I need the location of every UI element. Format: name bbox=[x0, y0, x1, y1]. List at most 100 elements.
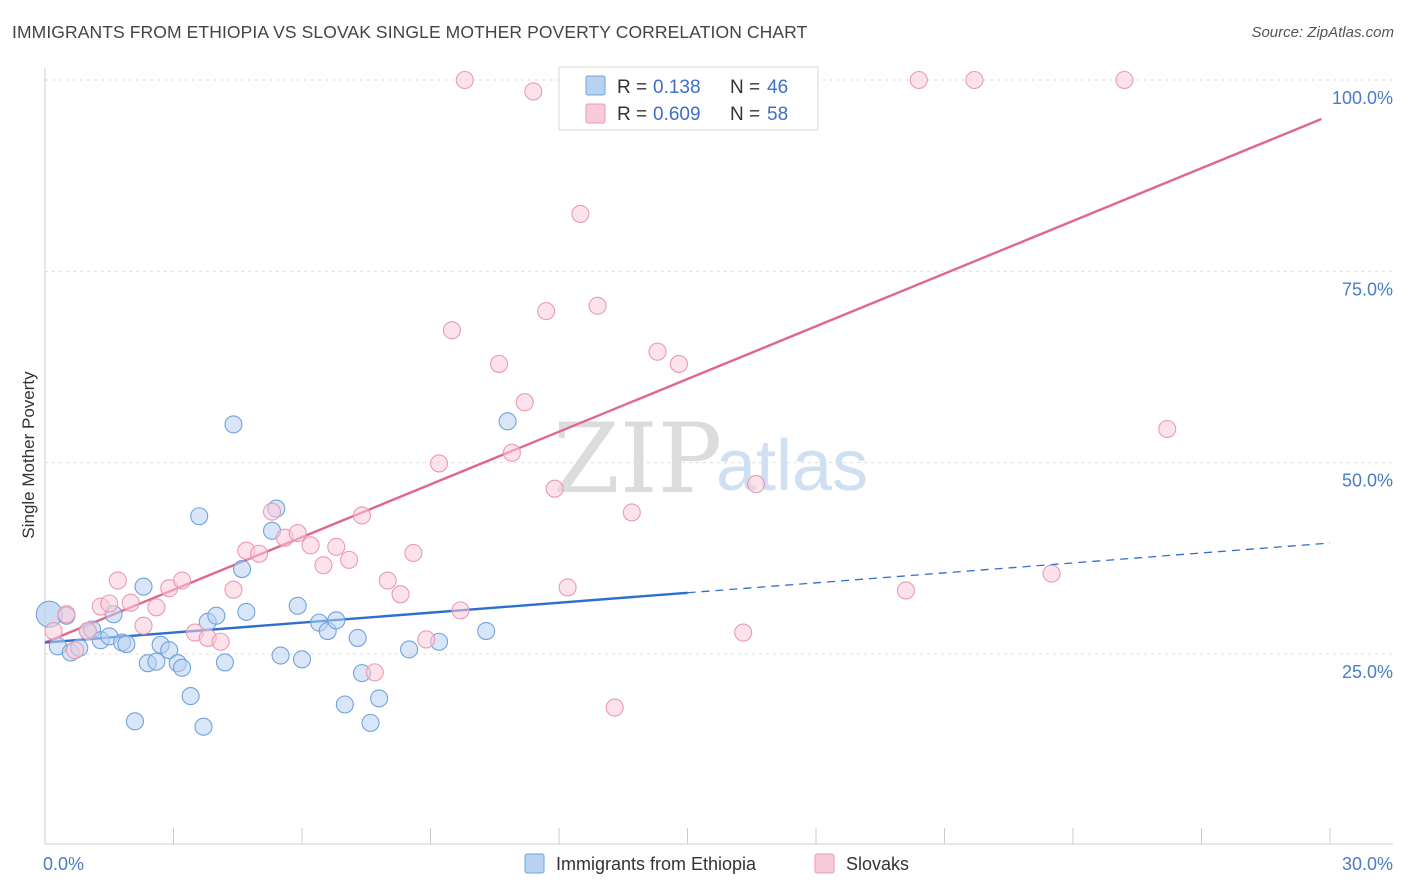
data-point bbox=[292, 650, 312, 669]
legend-n-label-slovaks: N = bbox=[730, 104, 760, 125]
data-point bbox=[327, 537, 346, 556]
series-points-1 bbox=[44, 70, 1177, 717]
trend-line-ethiopia bbox=[44, 591, 688, 644]
data-point bbox=[622, 503, 641, 522]
stats-legend: R = 0.138 N = 46 R = 0.609 N = 58 bbox=[558, 66, 819, 131]
data-point bbox=[442, 321, 461, 340]
data-point bbox=[160, 641, 179, 660]
data-point bbox=[250, 544, 269, 563]
y-tick-label: 25.0% bbox=[1342, 662, 1393, 682]
data-point bbox=[502, 443, 521, 462]
data-point bbox=[365, 663, 384, 682]
data-point bbox=[605, 698, 624, 717]
data-point bbox=[232, 559, 252, 579]
y-axis-label: Single Mother Poverty bbox=[19, 371, 38, 539]
data-point bbox=[147, 598, 166, 617]
x-tick-labels: 0.0% 30.0% bbox=[43, 854, 1393, 874]
data-point bbox=[965, 70, 984, 90]
data-point bbox=[489, 354, 509, 373]
data-point bbox=[537, 302, 556, 321]
data-point bbox=[44, 621, 63, 641]
data-point bbox=[498, 412, 517, 431]
legend-r-value-slovaks: 0.609 bbox=[653, 104, 701, 125]
data-point bbox=[896, 581, 916, 600]
legend-swatch-ethiopia bbox=[524, 853, 545, 874]
data-point bbox=[215, 653, 234, 672]
data-point bbox=[211, 632, 230, 651]
data-point bbox=[117, 635, 136, 654]
data-point bbox=[1042, 564, 1061, 583]
data-point bbox=[669, 354, 688, 373]
data-point bbox=[734, 623, 753, 642]
data-point bbox=[181, 687, 200, 706]
axes bbox=[44, 68, 1393, 845]
data-points bbox=[35, 70, 1177, 736]
data-point bbox=[352, 506, 372, 525]
data-point bbox=[207, 606, 226, 625]
data-point bbox=[1158, 419, 1177, 439]
data-point bbox=[340, 550, 359, 569]
data-point bbox=[515, 393, 534, 412]
data-point bbox=[65, 641, 85, 660]
data-point bbox=[455, 70, 474, 90]
data-point bbox=[391, 585, 410, 604]
data-point bbox=[588, 296, 607, 315]
data-point bbox=[417, 630, 436, 649]
data-point bbox=[78, 621, 97, 641]
data-point bbox=[190, 507, 209, 526]
data-point bbox=[237, 602, 256, 621]
data-point bbox=[271, 646, 290, 665]
data-point bbox=[451, 601, 470, 620]
data-point bbox=[314, 556, 333, 575]
data-point bbox=[404, 543, 423, 563]
y-tick-labels: 25.0% 50.0% 75.0% 100.0% bbox=[1332, 88, 1393, 682]
y-tick-label: 75.0% bbox=[1342, 279, 1393, 299]
legend-label-ethiopia: Immigrants from Ethiopia bbox=[556, 854, 757, 874]
data-point bbox=[1115, 70, 1134, 90]
legend-swatch-slovaks bbox=[814, 853, 835, 874]
data-point bbox=[327, 611, 346, 630]
stats-legend-swatch-slovaks bbox=[585, 103, 606, 124]
data-point bbox=[430, 454, 449, 473]
stats-legend-swatch-ethiopia bbox=[585, 75, 606, 96]
chart-title: IMMIGRANTS FROM ETHIOPIA VS SLOVAK SINGL… bbox=[12, 22, 808, 42]
data-point bbox=[370, 689, 389, 708]
data-point bbox=[224, 580, 243, 599]
legend-n-value-slovaks: 58 bbox=[767, 104, 788, 125]
data-point bbox=[57, 605, 76, 624]
trend-line-ethiopia-extension bbox=[687, 542, 1331, 594]
data-point bbox=[121, 593, 140, 612]
data-point bbox=[545, 479, 564, 498]
watermark-atlas: atlas bbox=[716, 426, 868, 506]
data-point bbox=[194, 717, 213, 736]
data-point bbox=[288, 596, 307, 615]
legend-n-value-ethiopia: 46 bbox=[767, 77, 788, 98]
y-tick-label: 100.0% bbox=[1332, 88, 1393, 108]
data-point bbox=[400, 640, 419, 659]
data-point bbox=[262, 502, 282, 521]
data-point bbox=[378, 571, 397, 590]
data-point bbox=[909, 70, 928, 90]
data-point bbox=[147, 652, 166, 671]
legend-n-label-ethiopia: N = bbox=[730, 77, 760, 98]
x-tick-label: 30.0% bbox=[1342, 854, 1393, 874]
watermark: ZIP atlas bbox=[553, 403, 868, 515]
data-point bbox=[173, 571, 192, 590]
data-point bbox=[348, 628, 367, 647]
legend-label-slovaks: Slovaks bbox=[846, 854, 909, 874]
data-point bbox=[224, 415, 243, 434]
data-point bbox=[100, 594, 119, 613]
data-point bbox=[477, 621, 496, 641]
source-label: Source: ZipAtlas.com bbox=[1251, 24, 1394, 41]
data-point bbox=[134, 577, 153, 596]
y-tick-label: 50.0% bbox=[1342, 471, 1393, 491]
data-point bbox=[288, 524, 307, 543]
data-point bbox=[335, 695, 354, 714]
legend-r-label-ethiopia: R = bbox=[617, 77, 647, 98]
watermark-zip: ZIP bbox=[553, 403, 722, 515]
data-point bbox=[108, 571, 127, 590]
data-point bbox=[173, 658, 192, 677]
data-point bbox=[301, 536, 320, 555]
data-point bbox=[746, 475, 766, 494]
